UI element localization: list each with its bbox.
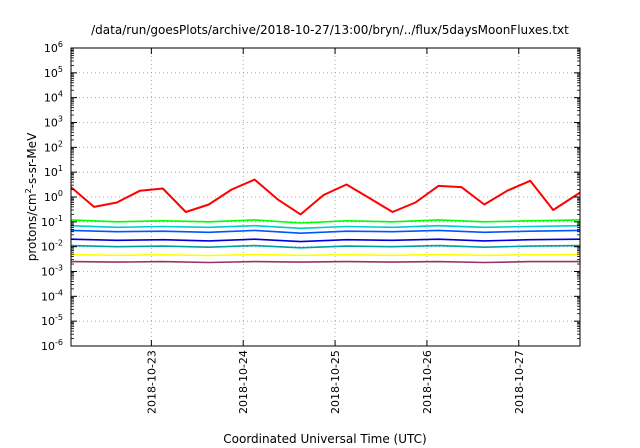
y-tick-base: 10: [41, 340, 55, 353]
y-tick-label: 105: [44, 65, 63, 80]
y-tick-label: 10-5: [41, 313, 63, 328]
series-line-4: [70, 229, 581, 234]
y-tick-base: 10: [41, 290, 55, 303]
y-tick-label: 10-6: [41, 338, 63, 353]
y-tick-exp: 1: [58, 164, 63, 173]
y-tick-exp: 6: [58, 40, 63, 49]
y-tick-base: 10: [44, 191, 58, 204]
y-tick-base: 10: [41, 315, 55, 328]
y-tick-label: 102: [44, 139, 63, 154]
x-tick-label: 2018-10-27: [513, 350, 526, 414]
y-tick-exp: -3: [55, 264, 63, 273]
y-tick-label: 100: [44, 189, 63, 204]
y-tick-base: 10: [41, 216, 55, 229]
series-line-2: [70, 219, 581, 224]
y-tick-label: 10-1: [41, 214, 63, 229]
x-tick-label: 2018-10-24: [237, 350, 250, 414]
series-line-8: [70, 260, 580, 264]
y-tick-label: 10-2: [41, 239, 63, 254]
y-tick-base: 10: [44, 92, 58, 105]
y-tick-base: 10: [41, 241, 55, 254]
y-axis-label: protons/cm2-s-sr-MeV: [24, 132, 39, 261]
y-tick-exp: -5: [55, 313, 63, 322]
x-axis: 2018-10-23 2018-10-24 2018-10-25 2018-10-26…: [145, 48, 526, 414]
y-tick-label: 101: [44, 164, 63, 179]
series-line-6: [70, 244, 581, 249]
y-axis: 10-610-510-410-310-210-11001011021031041…: [41, 40, 580, 353]
y-tick-exp: -2: [55, 239, 63, 248]
x-tick-label: 2018-10-23: [145, 350, 158, 414]
y-tick-exp: 0: [58, 189, 63, 198]
y-tick-label: 103: [44, 115, 63, 130]
x-tick-label: 2018-10-25: [329, 350, 342, 414]
y-tick-base: 10: [44, 67, 58, 80]
y-axis-label-base: protons/cm: [25, 193, 39, 261]
y-tick-exp: -4: [55, 288, 63, 297]
x-tick-label: 2018-10-26: [421, 350, 434, 414]
grid: [71, 48, 580, 346]
series-layer: [70, 178, 581, 264]
y-tick-exp: -1: [55, 214, 63, 223]
y-tick-exp: 3: [58, 115, 63, 124]
y-tick-base: 10: [44, 42, 58, 55]
y-tick-label: 10-4: [41, 288, 63, 303]
series-line-3: [70, 224, 581, 230]
y-tick-exp: 4: [58, 90, 63, 99]
series-line-5: [70, 238, 581, 243]
y-tick-exp: 2: [58, 139, 63, 148]
y-tick-base: 10: [44, 117, 58, 130]
y-tick-label: 104: [44, 90, 63, 105]
y-axis-label-rest: -s-sr-MeV: [25, 132, 39, 188]
y-tick-base: 10: [41, 266, 55, 279]
y-tick-label: 106: [44, 40, 63, 55]
y-tick-exp: -6: [55, 338, 63, 347]
y-tick-base: 10: [44, 166, 58, 179]
y-tick-exp: 5: [58, 65, 63, 74]
chart-title: /data/run/goesPlots/archive/2018-10-27/1…: [91, 23, 569, 37]
series-line-7: [70, 253, 581, 257]
y-tick-base: 10: [44, 141, 58, 154]
y-axis-label-sup: 2: [24, 188, 33, 193]
series-line-1: [70, 178, 581, 216]
y-tick-label: 10-3: [41, 264, 63, 279]
x-axis-label: Coordinated Universal Time (UTC): [223, 432, 426, 446]
